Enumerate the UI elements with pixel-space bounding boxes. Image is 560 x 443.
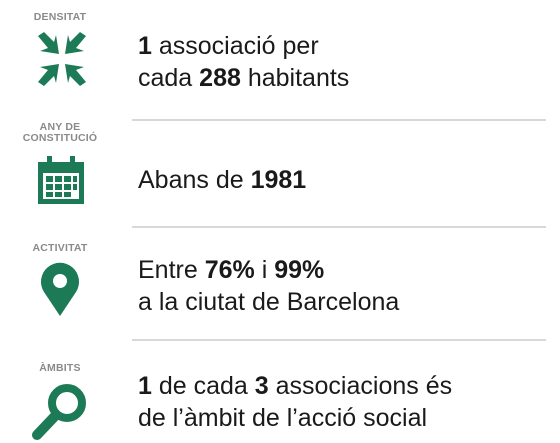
row-text: 1 de cada 3 associacions és de l’àmbit de…: [138, 370, 452, 434]
calendar-icon: [38, 156, 84, 204]
separator: [132, 226, 546, 228]
highlight: 1: [138, 372, 152, 400]
highlight: 76%: [204, 256, 255, 284]
text-line: cada 288 habitants: [138, 62, 349, 94]
text-part: de l’àmbit de l’acció social: [138, 404, 428, 432]
text-part: de cada: [151, 372, 255, 400]
search-icon: [32, 384, 86, 440]
row-label: ANY DE CONSTITUCIÓ: [22, 121, 98, 144]
density-icon: [38, 32, 86, 86]
text-part: Abans de: [138, 166, 251, 194]
row-text: 1 associació per cada 288 habitants: [138, 30, 349, 94]
highlight: 1: [138, 32, 152, 60]
highlight: 288: [199, 64, 241, 92]
text-part: associació per: [151, 32, 319, 60]
text-part: i: [254, 256, 275, 284]
text-line: Entre 76% i 99%: [138, 254, 399, 286]
text-line: a la ciutat de Barcelona: [138, 286, 399, 318]
text-line: Abans de 1981: [138, 164, 306, 196]
text-line: 1 associació per: [138, 30, 349, 62]
row-label: ÀMBITS: [39, 362, 81, 374]
separator: [132, 119, 546, 121]
row-text: Entre 76% i 99% a la ciutat de Barcelona: [138, 254, 399, 318]
text-line: 1 de cada 3 associacions és: [138, 370, 452, 402]
highlight: 99%: [274, 256, 325, 284]
text-part: cada: [138, 64, 200, 92]
row-label: DENSITAT: [33, 11, 87, 23]
text-part: habitants: [240, 64, 350, 92]
location-icon: [41, 262, 79, 316]
text-part: associacions és: [268, 372, 453, 400]
row-text: Abans de 1981: [138, 164, 306, 196]
text-part: Entre: [138, 256, 205, 284]
highlight: 3: [254, 372, 269, 400]
row-label: ACTIVITAT: [32, 242, 88, 254]
text-line: de l’àmbit de l’acció social: [138, 402, 452, 434]
highlight: 1981: [250, 166, 307, 194]
separator: [132, 339, 546, 341]
text-part: a la ciutat de Barcelona: [138, 288, 400, 316]
